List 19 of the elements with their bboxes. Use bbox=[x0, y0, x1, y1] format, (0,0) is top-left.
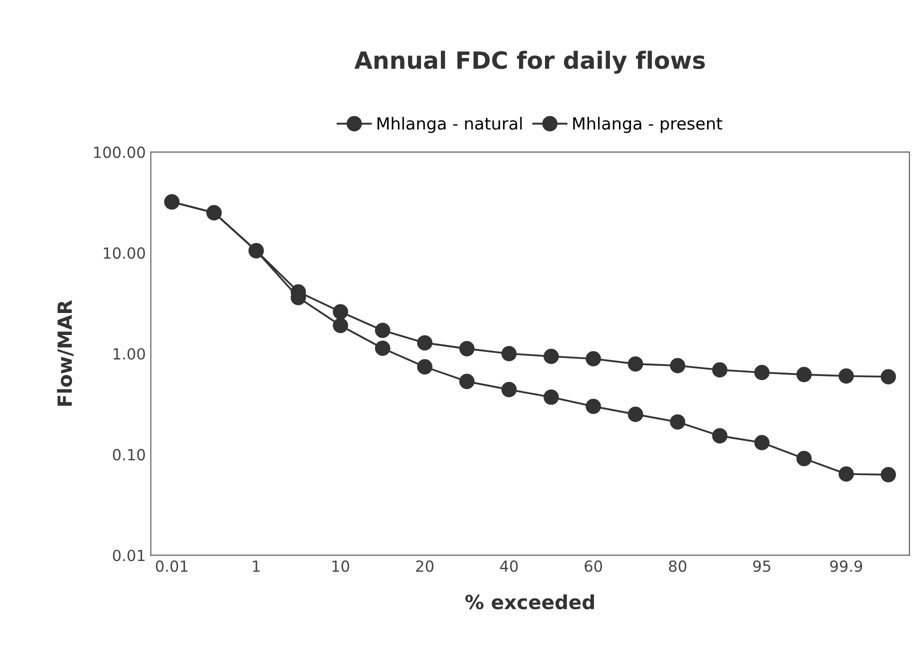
x-axis-title: % exceeded bbox=[465, 594, 594, 610]
x-tick-label: 60 bbox=[584, 560, 602, 572]
x-tick-label: 40 bbox=[500, 560, 518, 572]
y-tick-label: 100.00 bbox=[94, 146, 145, 158]
x-tick-label: 20 bbox=[416, 560, 434, 572]
legend-label: Mhlanga - present bbox=[573, 116, 722, 133]
x-tick-label: 80 bbox=[668, 560, 686, 572]
y-tick-label: 0.01 bbox=[112, 550, 145, 562]
chart-title: Annual FDC for daily flows bbox=[354, 50, 705, 74]
x-tick-label: 0.01 bbox=[156, 560, 188, 572]
x-tick-label: 95 bbox=[753, 560, 770, 572]
x-tick-label: 10 bbox=[332, 560, 350, 572]
legend-label: Mhlanga - natural bbox=[378, 116, 522, 133]
y-tick-label: 1.00 bbox=[114, 348, 145, 360]
x-tick-label: 99.9 bbox=[830, 560, 862, 572]
y-tick-label: 0.10 bbox=[112, 448, 145, 460]
y-axis-title: Flow/MAR bbox=[57, 300, 74, 406]
x-tick-label: 1 bbox=[252, 560, 260, 572]
y-tick-label: 10.00 bbox=[104, 247, 145, 259]
